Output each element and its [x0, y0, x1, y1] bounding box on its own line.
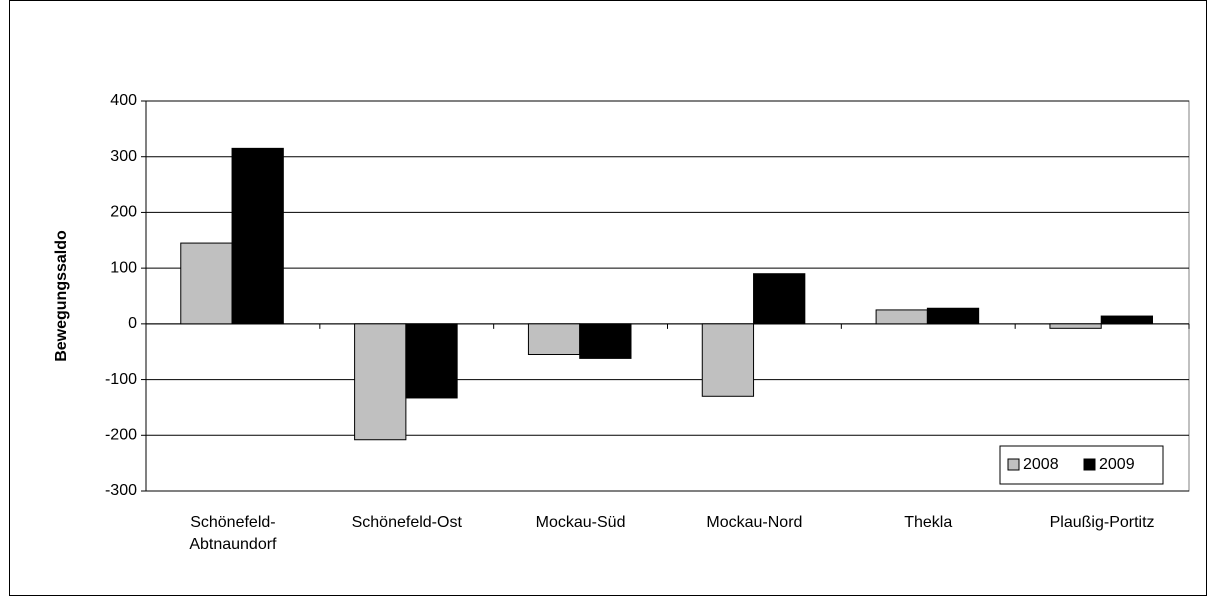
- bar: [926, 307, 980, 325]
- x-tick-label: Schönefeld-Ost: [351, 514, 462, 531]
- y-tick-label: -100: [105, 371, 137, 388]
- plot-area: [145, 100, 1190, 492]
- legend-label: 2008: [1023, 456, 1059, 473]
- legend-box: [999, 445, 1164, 485]
- y-axis-title: Bewegungssaldo: [53, 230, 70, 362]
- bar: [354, 323, 407, 441]
- x-tick-label: Mockau-Nord: [706, 514, 803, 531]
- bar: [527, 323, 581, 356]
- x-tick-label: Plaußig-Portitz: [1049, 514, 1155, 531]
- bar: [1049, 323, 1102, 329]
- legend-swatch: [1083, 458, 1096, 471]
- y-tick-label: -300: [105, 482, 137, 499]
- y-tick-label: -200: [105, 427, 137, 444]
- y-tick-label: 300: [110, 148, 137, 165]
- legend-swatch: [1007, 458, 1020, 471]
- legend-label: 2009: [1099, 456, 1135, 473]
- y-tick-label: 400: [110, 92, 137, 109]
- bar: [180, 242, 233, 325]
- y-tick-label: 0: [128, 315, 137, 332]
- x-tick-label: Mockau-Süd: [535, 514, 626, 531]
- bar: [1100, 315, 1153, 325]
- bar: [875, 309, 928, 325]
- y-tick-label: 200: [110, 204, 137, 221]
- bar: [231, 147, 284, 325]
- y-tick-label: 100: [110, 259, 137, 276]
- x-tick-label: Schönefeld-Abtnaundorf: [189, 514, 277, 553]
- x-tick-label: Thekla: [904, 514, 953, 531]
- bar: [579, 323, 632, 359]
- bar: [701, 323, 755, 397]
- chart-frame: [9, 0, 1207, 596]
- bar: [405, 323, 458, 399]
- bar: [753, 273, 806, 325]
